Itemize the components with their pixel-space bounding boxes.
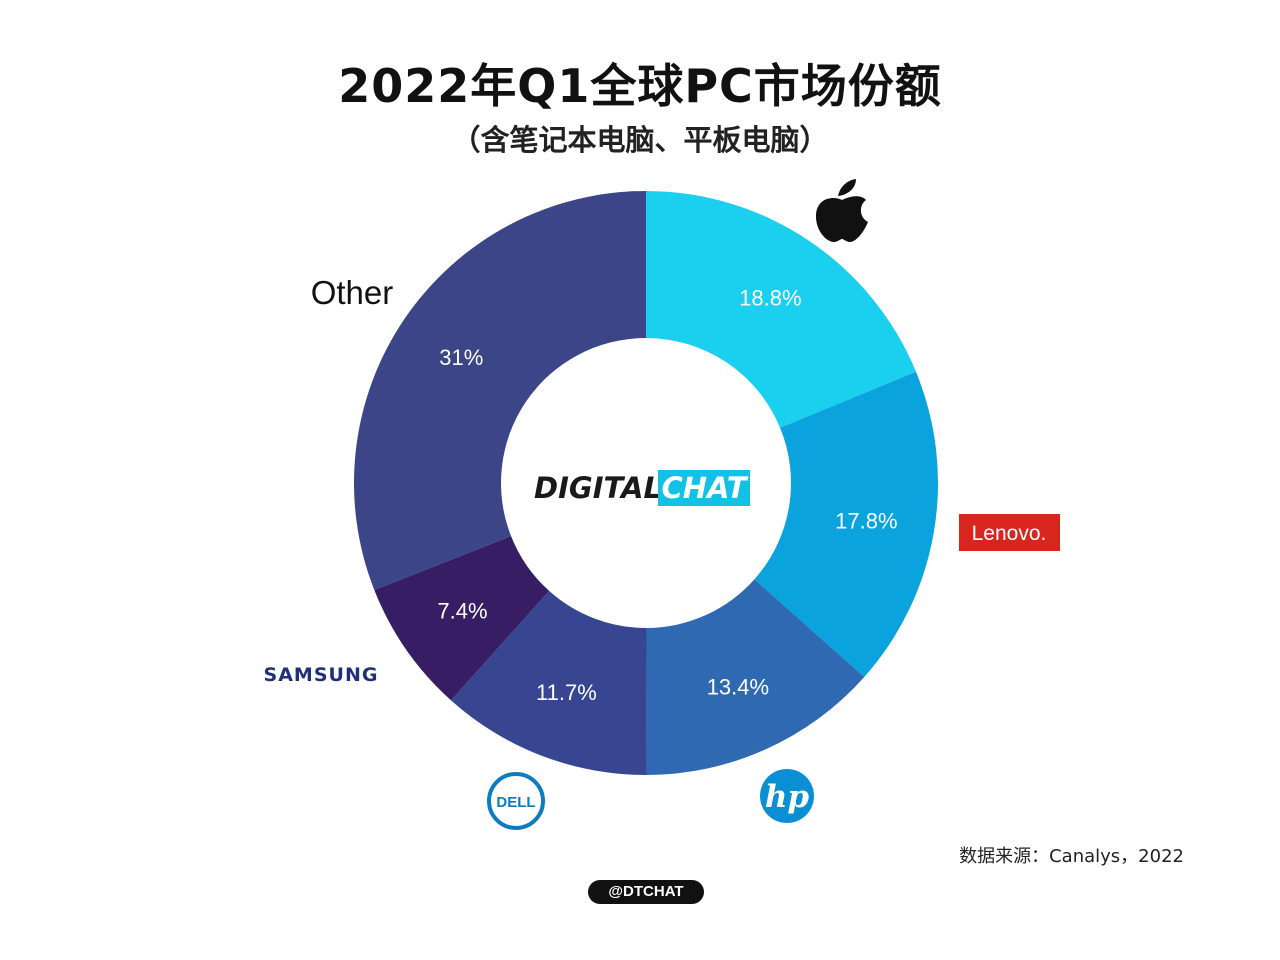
apple-logo [815,179,868,242]
slice-lenovo [754,371,938,677]
slice-samsung [374,536,550,701]
donut-slices [354,191,938,775]
dell-logo: DELL [487,772,545,830]
slice-hp [646,579,865,775]
slice-label-lenovo: 17.8% [835,508,897,533]
chart-subtitle: （含笔记本电脑、平板电脑） [451,123,829,157]
slice-apple [646,191,916,428]
center-logo-chat-bg [658,470,750,506]
hp-text: hp [765,779,810,815]
hp-logo: hp [760,769,814,823]
handle-badge: @DTCHAT [588,880,704,904]
slice-label-other: 31% [439,345,483,370]
slice-label-samsung: 7.4% [437,599,487,624]
slice-label-apple: 18.8% [739,285,801,310]
samsung-logo: SAMSUNG [264,664,379,686]
slice-dell [451,590,647,775]
center-logo: DIGITAL CHAT [534,470,750,506]
slice-labels: 18.8% 17.8% 13.4% 11.7% 7.4% 31% [437,285,897,705]
chart-title: 2022年Q1全球PC市场份额 [338,59,942,113]
dell-text: DELL [496,794,535,811]
lenovo-text: Lenovo. [972,522,1047,545]
center-logo-digital: DIGITAL [534,471,662,505]
lenovo-logo: Lenovo. [959,514,1060,551]
slice-label-dell: 11.7% [536,680,597,705]
other-label: Other [311,274,394,311]
center-logo-chat: CHAT [661,471,748,505]
slice-label-hp: 13.4% [707,675,769,700]
source-note: 数据来源：Canalys，2022 [959,846,1184,867]
slice-other [354,191,646,590]
